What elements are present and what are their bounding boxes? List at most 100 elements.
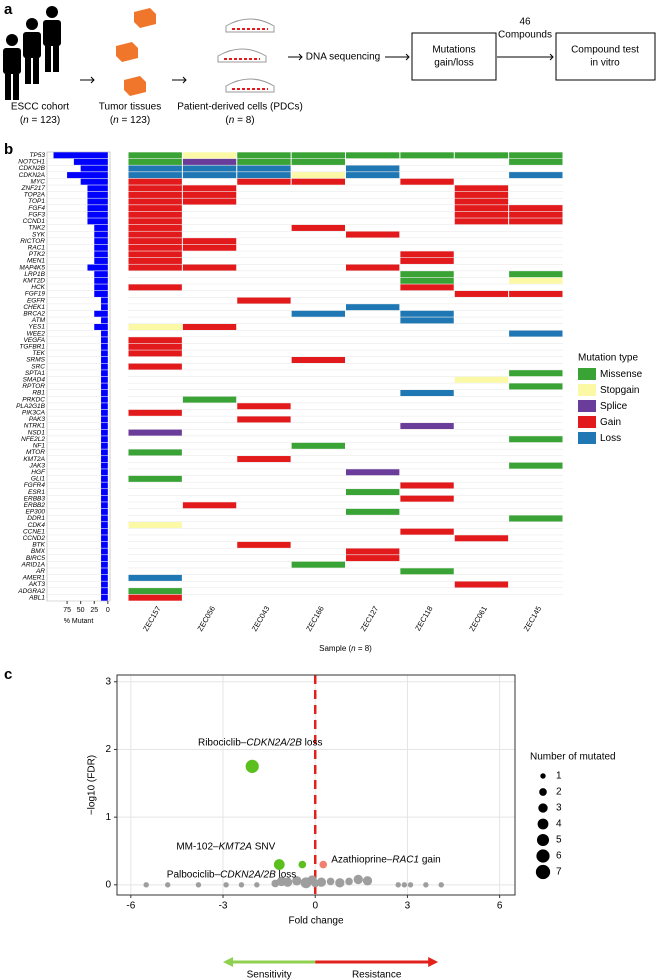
bar [87, 198, 108, 205]
heatmap-cell [454, 185, 509, 192]
bar [101, 528, 108, 535]
heatmap-cell [237, 456, 291, 463]
heatmap-cell [400, 423, 454, 430]
heatmap-cell [400, 271, 454, 278]
gene-label: JAK3 [28, 462, 45, 469]
background-point [345, 877, 353, 886]
heatmap-cell [454, 535, 509, 542]
bar [101, 495, 108, 502]
plot-frame [116, 674, 516, 896]
point-label-part: RAC1 [392, 854, 419, 865]
bar [94, 257, 108, 264]
point-label-part: CDKN2A/2B [246, 737, 302, 748]
gene-label: PTK2 [29, 251, 46, 258]
gene-label: ERBB3 [24, 495, 46, 502]
bar [101, 541, 108, 548]
heatmap-cell [346, 152, 400, 159]
size-legend-label: 4 [556, 819, 562, 830]
bar [101, 515, 108, 522]
point-label-part: CDKN2A/2B [220, 869, 276, 880]
point-label-part: loss [276, 869, 297, 880]
x-tick-label: 3 [405, 901, 411, 912]
point-label: Azathioprine–RAC1 gain [331, 854, 441, 865]
gene-label: ERBB2 [24, 502, 46, 509]
panel-letter: a [4, 1, 13, 18]
bar [87, 185, 108, 192]
size-legend-title: Number of mutated [530, 752, 616, 763]
heatmap-cell [509, 290, 563, 297]
size-legend-key [537, 818, 549, 830]
heatmap-cell [291, 172, 345, 179]
heatmap-cell [291, 442, 345, 449]
note-part: = 123) [119, 115, 150, 126]
background-point [438, 882, 444, 888]
gene-label: ARID1A [21, 561, 45, 568]
heatmap-cell [237, 158, 291, 165]
heatmap-cell [291, 158, 345, 165]
point-label-part: MM-102– [176, 841, 219, 852]
heatmap-cell [400, 528, 454, 535]
background-point [143, 882, 149, 888]
heatmap-cell [128, 191, 182, 198]
heatmap-cell [237, 152, 291, 159]
point-label-part: Palbociclib– [167, 869, 221, 880]
heatmap-cell [128, 588, 182, 595]
bar [101, 574, 108, 581]
gene-label: FGF4 [28, 205, 45, 212]
note-part: ( [110, 115, 114, 126]
gene-label: NFE2L2 [21, 436, 45, 443]
gene-label: RPTOR [22, 383, 45, 390]
heatmap-cell [182, 191, 237, 198]
x-axis-title: % Mutant [64, 618, 94, 625]
heatmap-cell [182, 323, 237, 330]
bar [87, 264, 108, 271]
heatmap-cell [182, 158, 237, 165]
heatmap-cell [509, 152, 563, 159]
heatmap-cell [346, 548, 400, 555]
bar [101, 423, 108, 430]
background-point [223, 882, 229, 888]
bar [101, 594, 108, 601]
bar [94, 284, 108, 291]
bar [101, 356, 108, 363]
heatmap-cell [128, 323, 182, 330]
legend-swatch [578, 432, 596, 444]
bar [87, 218, 108, 225]
bar [101, 522, 108, 529]
note-part: ( [225, 115, 229, 126]
x-tick-label: -3 [219, 901, 228, 912]
gene-label: HGF [31, 469, 46, 476]
gene-label: RB1 [32, 390, 45, 397]
background-point [238, 882, 245, 888]
bar [101, 581, 108, 588]
gene-label: CHEK1 [23, 304, 45, 311]
legend-swatch [578, 416, 596, 428]
heatmap-cell [237, 403, 291, 410]
bar [101, 343, 108, 350]
y-tick-label: 1 [105, 812, 111, 823]
gene-label: GLI1 [31, 476, 45, 483]
panel-letter: b [4, 141, 13, 158]
heatmap-cell [346, 489, 400, 496]
gene-label: ABL1 [28, 594, 45, 601]
background-point [316, 877, 327, 887]
heatmap-cell [128, 224, 182, 231]
gene-label: HCK [31, 284, 45, 291]
gene-label: CCND1 [23, 218, 46, 225]
heatmap-cell [454, 218, 509, 225]
bar [101, 462, 108, 469]
x-tick-label: -6 [126, 901, 135, 912]
x-tick-label: 25 [90, 607, 98, 614]
heatmap-cell [128, 165, 182, 172]
bar [101, 588, 108, 595]
heatmap-cell [128, 211, 182, 218]
heatmap-cell [128, 337, 182, 344]
gene-label: MAP4K5 [19, 264, 45, 271]
heatmap-cell [509, 462, 563, 469]
heatmap-cell [509, 271, 563, 278]
bar [94, 231, 108, 238]
gene-label: CDK4 [28, 522, 46, 529]
x-tick-label: 0 [312, 901, 318, 912]
bar [101, 475, 108, 482]
heatmap-cell [128, 363, 182, 370]
